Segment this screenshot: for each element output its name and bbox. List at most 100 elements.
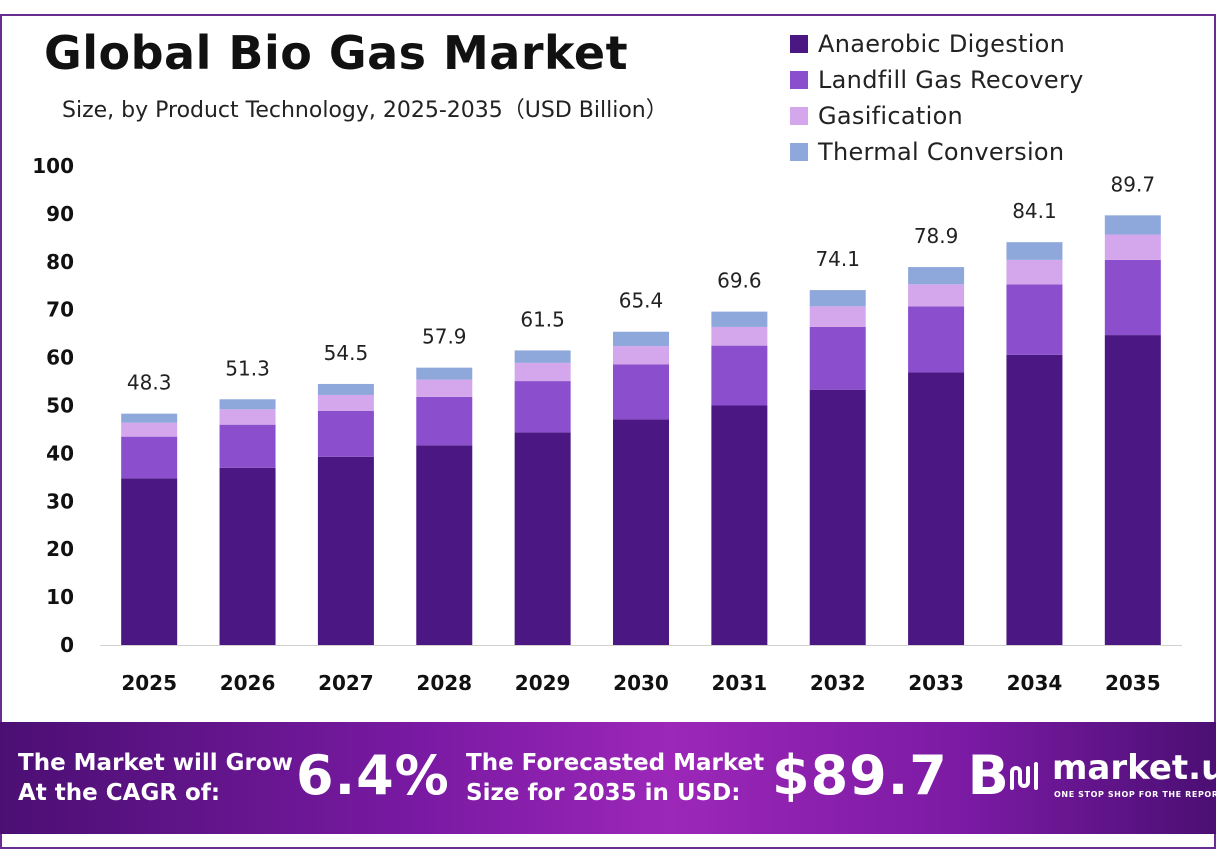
x-tick-label: 2025 — [121, 671, 177, 695]
bar-segment-thermal-conversion — [317, 383, 374, 395]
x-tick-label: 2031 — [712, 671, 768, 695]
legend-item-anaerobic-digestion: Anaerobic Digestion — [790, 26, 1084, 62]
bar-segment-anaerobic-digestion — [416, 445, 473, 645]
bar-segment-anaerobic-digestion — [1006, 354, 1063, 645]
stacked-bar-chart: 010203040506070809010048.3202551.3202654… — [32, 154, 1182, 695]
legend-item-landfill-gas-recovery: Landfill Gas Recovery — [790, 62, 1084, 98]
cagr-caption: The Market will Grow At the CAGR of: — [18, 748, 293, 808]
legend-swatch — [790, 143, 808, 161]
legend-label: Gasification — [818, 102, 964, 130]
y-tick-label: 70 — [46, 298, 74, 322]
bar-segment-anaerobic-digestion — [121, 478, 178, 645]
legend-item-gasification: Gasification — [790, 98, 1084, 134]
bar-segment-landfill-gas-recovery — [121, 436, 178, 479]
cagr-value: 6.4% — [296, 744, 450, 807]
x-tick-label: 2035 — [1105, 671, 1161, 695]
bar-segment-anaerobic-digestion — [809, 389, 866, 645]
bar-total-label: 74.1 — [815, 247, 860, 271]
bar-total-label: 61.5 — [520, 307, 565, 331]
legend-label: Thermal Conversion — [818, 138, 1065, 166]
y-tick-label: 50 — [46, 394, 74, 418]
logo-tagline: ONE STOP SHOP FOR THE REPORTS — [1054, 790, 1216, 799]
bar-segment-gasification — [317, 394, 374, 411]
bar-segment-landfill-gas-recovery — [1006, 284, 1063, 355]
bar-segment-anaerobic-digestion — [711, 405, 768, 645]
bar-segment-gasification — [908, 284, 965, 307]
bar-segment-gasification — [1104, 234, 1161, 260]
bar-segment-gasification — [219, 409, 276, 425]
x-tick-label: 2030 — [613, 671, 669, 695]
bar-segment-landfill-gas-recovery — [514, 381, 571, 433]
bar-segment-landfill-gas-recovery — [416, 396, 473, 446]
bar-segment-landfill-gas-recovery — [613, 364, 669, 420]
bar-segment-anaerobic-digestion — [613, 419, 669, 645]
x-tick-label: 2028 — [416, 671, 472, 695]
legend-label: Landfill Gas Recovery — [818, 66, 1084, 94]
bar-segment-landfill-gas-recovery — [317, 410, 374, 457]
legend-swatch — [790, 107, 808, 125]
x-tick-label: 2033 — [908, 671, 964, 695]
y-tick-label: 80 — [46, 250, 74, 274]
bar-segment-thermal-conversion — [121, 413, 178, 423]
y-tick-label: 60 — [46, 346, 74, 370]
y-tick-label: 100 — [32, 154, 74, 178]
legend-item-thermal-conversion: Thermal Conversion — [790, 134, 1084, 170]
bar-segment-thermal-conversion — [219, 399, 276, 410]
bar-segment-thermal-conversion — [416, 367, 473, 380]
y-tick-label: 10 — [46, 585, 74, 609]
y-tick-label: 30 — [46, 489, 74, 513]
bar-segment-thermal-conversion — [908, 267, 965, 285]
legend: Anaerobic Digestion Landfill Gas Recover… — [790, 26, 1084, 170]
chart-title: Global Bio Gas Market — [44, 26, 629, 80]
y-tick-label: 40 — [46, 441, 74, 465]
logo-name: market.us — [1052, 748, 1216, 788]
bar-segment-anaerobic-digestion — [219, 467, 276, 645]
x-tick-label: 2029 — [515, 671, 571, 695]
bar-total-label: 54.5 — [324, 341, 369, 365]
x-tick-label: 2026 — [220, 671, 276, 695]
bar-segment-landfill-gas-recovery — [908, 306, 965, 373]
bar-total-label: 78.9 — [914, 224, 959, 248]
forecast-caption: The Forecasted Market Size for 2035 in U… — [466, 748, 764, 808]
bar-segment-gasification — [121, 422, 178, 437]
y-tick-label: 0 — [60, 633, 74, 657]
bar-total-label: 69.6 — [717, 269, 762, 293]
legend-swatch — [790, 71, 808, 89]
bar-segment-thermal-conversion — [613, 331, 669, 347]
legend-label: Anaerobic Digestion — [818, 30, 1066, 58]
bar-segment-gasification — [809, 306, 866, 327]
y-tick-label: 20 — [46, 537, 74, 561]
cagr-caption-line-1: The Market will Grow — [18, 750, 293, 776]
bar-segment-landfill-gas-recovery — [219, 424, 276, 468]
bar-segment-gasification — [711, 326, 768, 346]
chart-subtitle: Size, by Product Technology, 2025-2035（U… — [62, 98, 668, 123]
bar-total-label: 51.3 — [225, 356, 270, 380]
bar-total-label: 48.3 — [127, 371, 172, 395]
x-tick-label: 2034 — [1007, 671, 1063, 695]
bar-segment-gasification — [613, 346, 669, 365]
bar-segment-gasification — [514, 362, 571, 382]
bar-total-label: 84.1 — [1012, 199, 1057, 223]
bar-segment-landfill-gas-recovery — [809, 326, 866, 390]
forecast-value: $89.7 B — [772, 744, 1010, 807]
bar-total-label: 89.7 — [1111, 172, 1156, 196]
bar-segment-anaerobic-digestion — [908, 372, 965, 645]
bar-segment-thermal-conversion — [711, 311, 768, 327]
bar-segment-landfill-gas-recovery — [1104, 259, 1161, 336]
legend-swatch — [790, 35, 808, 53]
bar-segment-anaerobic-digestion — [317, 456, 374, 645]
bar-segment-landfill-gas-recovery — [711, 345, 768, 406]
x-tick-label: 2027 — [318, 671, 374, 695]
bar-segment-thermal-conversion — [1104, 215, 1161, 235]
x-tick-label: 2032 — [810, 671, 866, 695]
bar-segment-gasification — [416, 379, 473, 397]
bar-segment-thermal-conversion — [514, 350, 571, 363]
market-us-logo-icon — [1010, 762, 1038, 790]
forecast-caption-line-1: The Forecasted Market — [466, 750, 765, 776]
bar-segment-anaerobic-digestion — [514, 432, 571, 645]
bar-total-label: 65.4 — [619, 289, 664, 313]
cagr-caption-line-2: At the CAGR of: — [18, 780, 221, 806]
summary-banner: The Market will Grow At the CAGR of: 6.4… — [0, 722, 1216, 834]
forecast-caption-line-2: Size for 2035 in USD: — [466, 780, 741, 806]
bar-segment-thermal-conversion — [809, 290, 866, 307]
